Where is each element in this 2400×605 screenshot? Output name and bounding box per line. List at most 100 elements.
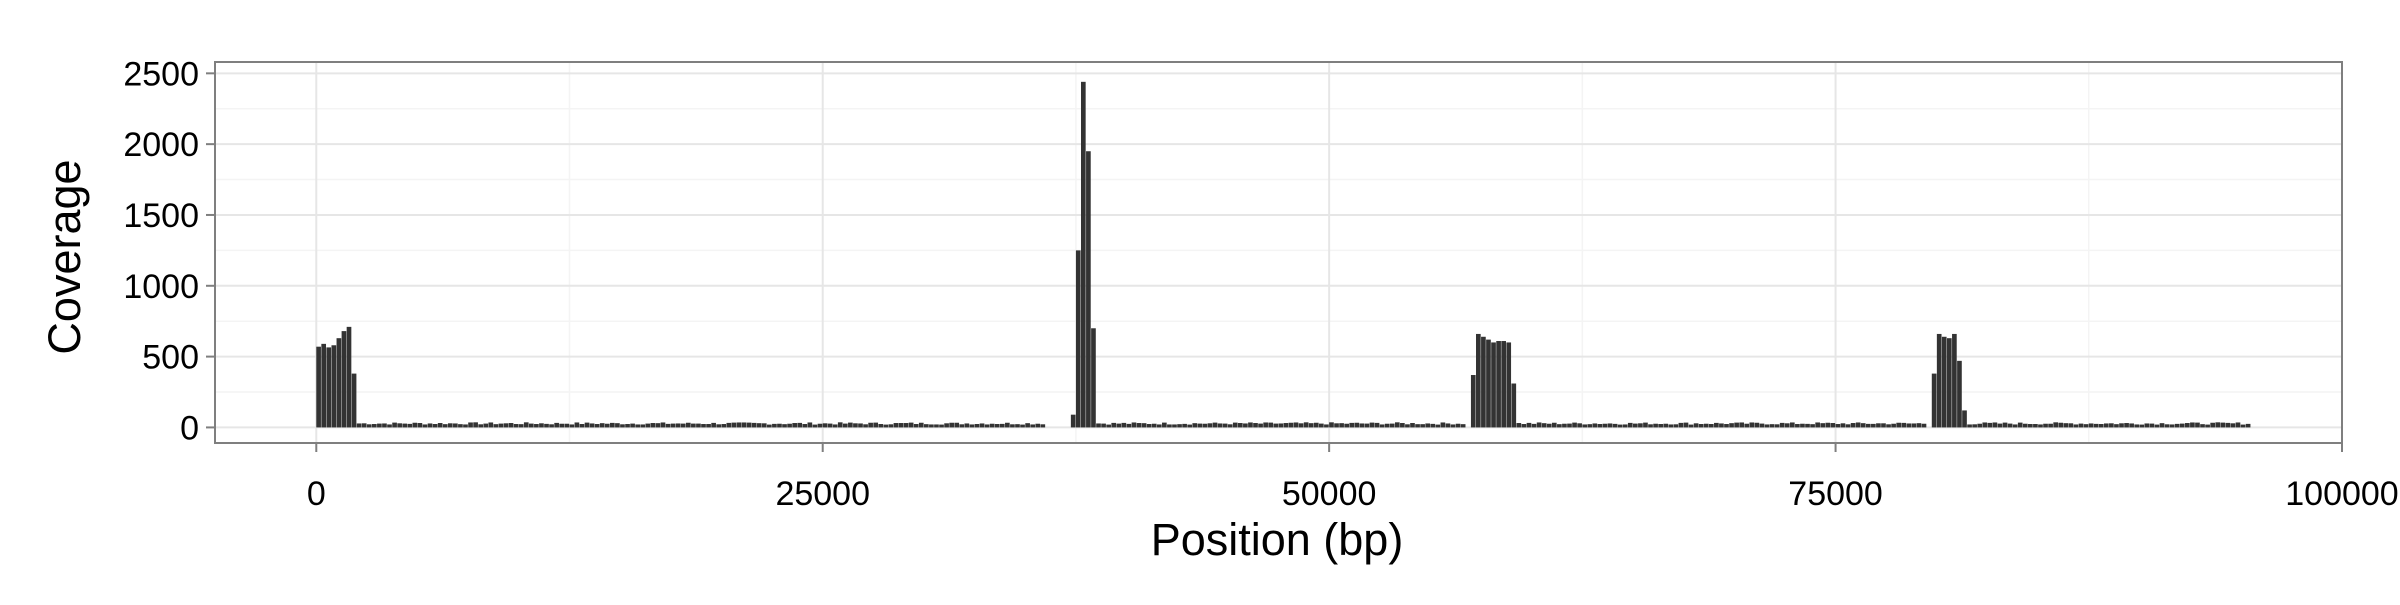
coverage-bar [574, 422, 580, 428]
coverage-bar [1810, 424, 1815, 428]
coverage-bar [564, 423, 570, 428]
coverage-bar [670, 423, 676, 428]
coverage-bar [488, 422, 494, 428]
coverage-bar [1683, 422, 1689, 428]
coverage-bar [929, 424, 934, 428]
coverage-bar [1182, 423, 1187, 428]
coverage-bar [584, 422, 590, 428]
coverage-bar [2083, 424, 2089, 428]
coverage-bar [1324, 424, 1329, 428]
coverage-bar [817, 423, 823, 428]
coverage-bar [1916, 423, 1922, 428]
coverage-bar [741, 422, 747, 428]
coverage-bar [1688, 424, 1694, 428]
coverage-bar [1243, 423, 1248, 428]
coverage-bar [1946, 338, 1952, 428]
coverage-bar [645, 423, 651, 428]
coverage-bar [1136, 423, 1142, 428]
coverage-bar [1217, 423, 1223, 428]
coverage-bar [1440, 422, 1446, 428]
coverage-bar [893, 423, 899, 428]
coverage-bar [1764, 424, 1770, 428]
coverage-bar [1957, 360, 1962, 428]
coverage-bar [316, 346, 321, 428]
coverage-bar [1734, 422, 1739, 428]
coverage-bar [1131, 422, 1137, 428]
coverage-bar [1658, 424, 1663, 428]
coverage-bar [508, 423, 514, 428]
coverage-bar [1546, 423, 1552, 428]
coverage-bar [1678, 422, 1684, 428]
coverage-bar [1425, 423, 1431, 428]
coverage-bar [1374, 422, 1380, 428]
coverage-bar [1141, 423, 1147, 428]
coverage-bar [842, 423, 848, 428]
coverage-bar [1035, 423, 1041, 428]
coverage-bar [2205, 424, 2210, 428]
coverage-bar [1622, 424, 1628, 428]
coverage-bar [1420, 424, 1425, 428]
coverage-bar [1202, 423, 1208, 428]
y-tick-label: 2500 [123, 55, 199, 93]
coverage-bar [2129, 423, 2134, 428]
coverage-bar [1779, 422, 1785, 428]
coverage-bar [387, 424, 392, 428]
coverage-bar [1668, 424, 1674, 428]
coverage-bar [559, 423, 565, 428]
coverage-bar [1820, 423, 1826, 428]
coverage-bar [883, 424, 889, 428]
coverage-bar [660, 422, 666, 428]
coverage-bar [2043, 423, 2048, 428]
coverage-bar [2068, 423, 2074, 428]
coverage-bar [1698, 424, 1704, 428]
coverage-bar [1005, 422, 1010, 428]
coverage-bar [1232, 422, 1238, 428]
coverage-bar [1663, 423, 1669, 428]
coverage-bar [1526, 422, 1532, 428]
coverage-bar [2174, 423, 2180, 428]
y-tick-label: 0 [180, 409, 199, 447]
coverage-bar [599, 423, 605, 428]
coverage-bar [1643, 422, 1648, 428]
coverage-bar [397, 423, 402, 428]
coverage-bar [1354, 422, 1360, 428]
y-tick-label: 2000 [123, 126, 199, 164]
coverage-bar [802, 424, 808, 428]
coverage-bar [1815, 422, 1820, 428]
coverage-bar [1207, 423, 1213, 428]
coverage-bar [1911, 423, 1917, 428]
coverage-bar [569, 424, 575, 428]
coverage-bar [1405, 424, 1410, 428]
coverage-bar [1106, 424, 1111, 428]
coverage-bar [1156, 424, 1162, 428]
x-axis-label: Position (bp) [1151, 514, 1404, 565]
coverage-bar [969, 424, 975, 428]
coverage-bar [1177, 424, 1182, 428]
coverage-bar [1936, 333, 1942, 428]
coverage-bar [711, 422, 716, 428]
coverage-bar [463, 424, 468, 428]
coverage-bar [513, 424, 519, 428]
coverage-bar [918, 422, 924, 428]
coverage-bar [1070, 414, 1076, 428]
coverage-bar [954, 422, 960, 428]
coverage-bar [746, 422, 752, 428]
coverage-bar [1607, 423, 1613, 428]
coverage-bar [1020, 424, 1025, 428]
coverage-bar [761, 423, 767, 428]
coverage-bar [473, 422, 478, 428]
coverage-bar [1602, 423, 1608, 428]
coverage-bar [442, 424, 448, 428]
coverage-bar [822, 423, 828, 428]
coverage-bar [1313, 422, 1319, 428]
coverage-bar [1197, 423, 1203, 428]
coverage-bar [1582, 424, 1588, 428]
coverage-bar [685, 422, 691, 428]
coverage-bar [1293, 422, 1299, 428]
plot-panel-border [214, 61, 2343, 444]
coverage-bar [503, 423, 509, 428]
x-tick-label: 100000 [2285, 475, 2398, 513]
coverage-bar [523, 422, 529, 428]
coverage-bar [1126, 423, 1132, 428]
